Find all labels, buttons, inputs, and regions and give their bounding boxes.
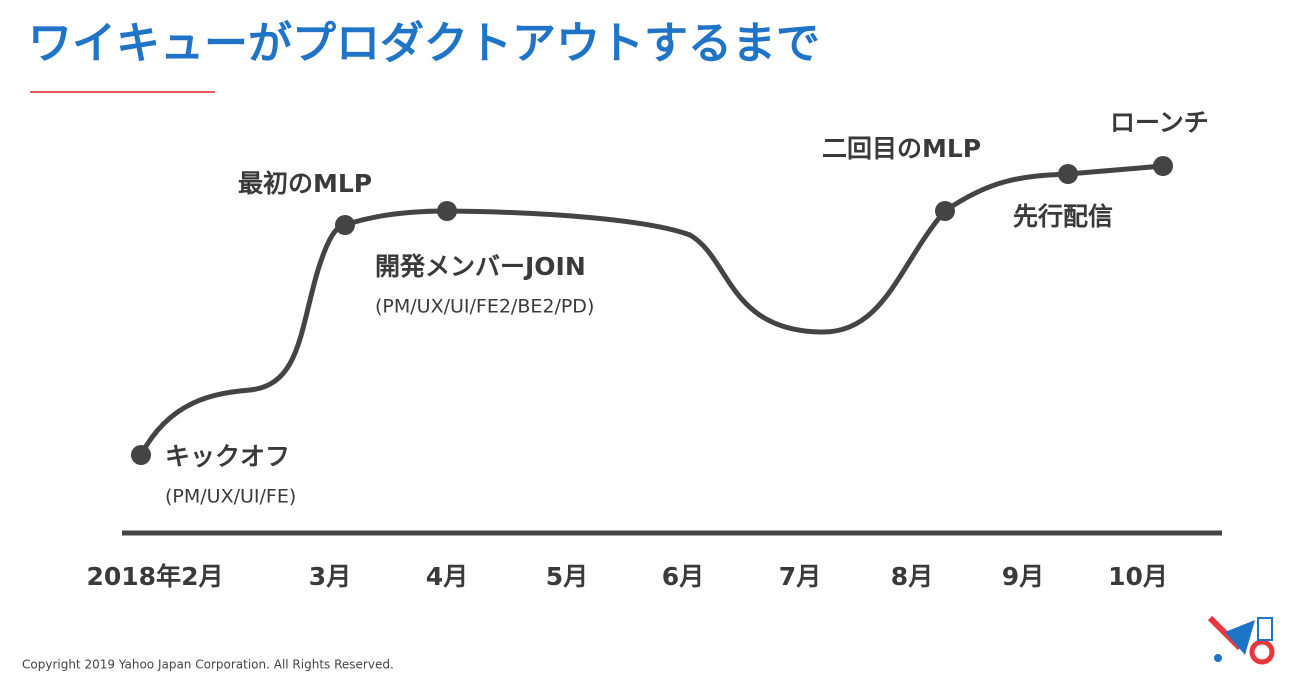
month-label: 4月: [426, 562, 468, 591]
milestone-sublabel: (PM/UX/UI/FE): [165, 486, 296, 508]
month-label: 3月: [309, 562, 351, 591]
month-label: 5月: [546, 562, 588, 591]
milestone-label: ローンチ: [1110, 108, 1209, 137]
title: ワイキューがプロダクトアウトするまで: [28, 18, 820, 69]
milestone-dot: [1058, 164, 1078, 184]
milestone-label: 最初のMLP: [238, 169, 372, 198]
milestone-label: 開発メンバーJOIN: [375, 252, 586, 281]
milestone-dot: [935, 201, 955, 221]
milestone-label: 先行配信: [1013, 202, 1113, 231]
month-label: 8月: [891, 562, 933, 591]
milestone-dot: [131, 445, 151, 465]
milestone-sublabel: (PM/UX/UI/FE2/BE2/PD): [375, 296, 594, 318]
month-label: 6月: [662, 562, 704, 591]
month-label: 2018年2月: [87, 562, 224, 591]
month-label: 9月: [1002, 562, 1044, 591]
timeline-curve: [138, 163, 1164, 457]
milestone-label: キックオフ: [165, 442, 290, 471]
logo: [1207, 615, 1275, 665]
month-label: 10月: [1108, 562, 1168, 591]
milestone-dot: [335, 215, 355, 235]
milestone-dot: [437, 201, 457, 221]
milestone-label: 二回目のMLP: [822, 134, 981, 163]
month-label: 7月: [779, 562, 821, 591]
milestone-dot: [1153, 156, 1173, 176]
copyright: Copyright 2019 Yahoo Japan Corporation. …: [22, 658, 394, 672]
